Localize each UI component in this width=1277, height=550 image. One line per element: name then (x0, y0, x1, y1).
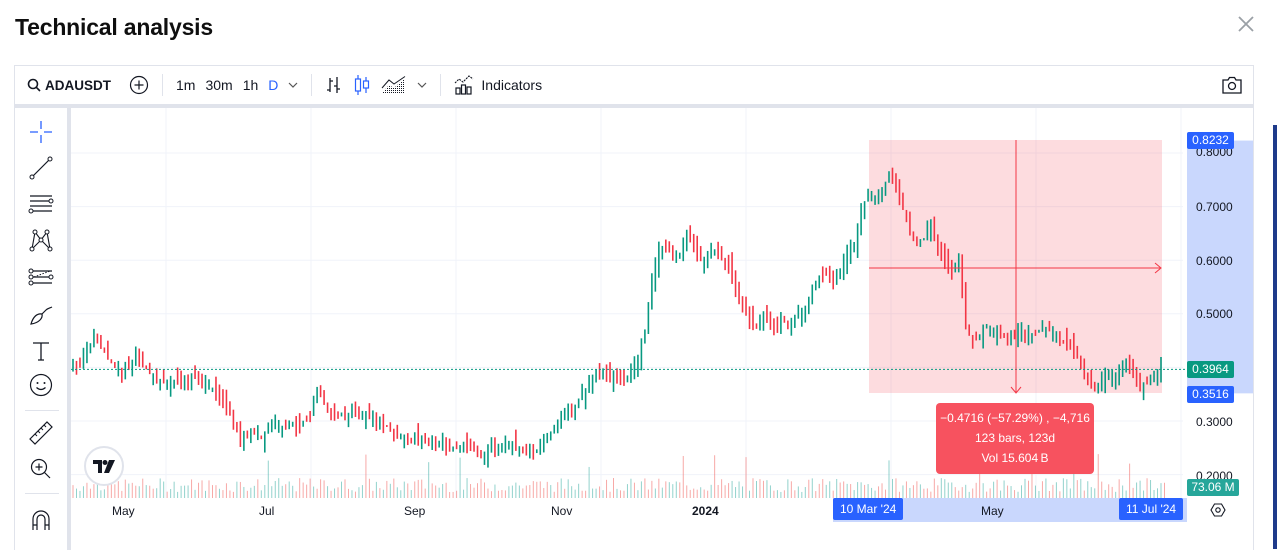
divider (25, 493, 59, 494)
brush-tool[interactable] (27, 301, 55, 329)
measure-volume: Vol 15.604 B (981, 451, 1049, 465)
emoji-tool[interactable] (27, 371, 55, 399)
camera-icon (1222, 76, 1242, 94)
price-tick: 0.3000 (1196, 415, 1233, 429)
chart-widget: ADAUSDT 1m 30m 1h D Indicators (14, 65, 1254, 550)
compare-symbol-button[interactable] (124, 66, 154, 104)
time-tick: Nov (551, 504, 573, 518)
timeframe-1h[interactable]: 1h (242, 77, 259, 93)
measure-change: −0.4716 (−57.29%) , −4,716 (940, 411, 1090, 425)
time-tick: Jul (259, 504, 275, 518)
price-tick: 0.5000 (1196, 307, 1233, 321)
pattern-icon (29, 229, 53, 252)
indicators-label: Indicators (481, 77, 543, 93)
zoom-in-icon (30, 458, 51, 479)
text-icon (33, 342, 49, 361)
timeframe-30m[interactable]: 30m (205, 77, 233, 93)
window-edge (1273, 125, 1277, 549)
toolbar-divider (15, 104, 1253, 108)
magnet-tool[interactable] (27, 505, 55, 533)
divider (440, 74, 442, 96)
low-price-badge: 0.3516 (1187, 386, 1234, 403)
magnet-icon (32, 510, 50, 530)
measure-bars: 123 bars, 123d (974, 431, 1056, 445)
symbol-label: ADAUSDT (45, 77, 111, 93)
crosshair-icon (30, 121, 52, 143)
volume-badge: 73.06 M (1187, 479, 1239, 496)
fib-tool[interactable] (27, 190, 55, 218)
crosshair-tool[interactable] (27, 118, 55, 146)
pattern-tool[interactable] (27, 226, 55, 254)
trend-line-icon (29, 156, 53, 180)
prediction-icon (28, 268, 54, 286)
candles-chart-type-button[interactable] (348, 66, 376, 104)
time-tick: 2024 (692, 504, 719, 518)
zoom-in-tool[interactable] (27, 455, 55, 483)
area-chart-icon (382, 76, 406, 93)
bars-icon (327, 77, 341, 93)
settings-hex-icon (1210, 503, 1226, 517)
timeframe-1m[interactable]: 1m (176, 77, 196, 93)
brush-icon (30, 306, 53, 325)
measure-tool[interactable] (27, 419, 55, 447)
indicators-button[interactable]: Indicators (449, 66, 547, 104)
candles-icon (355, 75, 370, 95)
chevron-down-icon (417, 82, 427, 88)
fib-retracement-icon (28, 195, 54, 214)
divider (162, 74, 163, 96)
symbol-search-button[interactable]: ADAUSDT (15, 66, 116, 104)
bars-chart-type-button[interactable] (320, 66, 348, 104)
time-tick: Sep (404, 504, 426, 518)
trend-line-tool[interactable] (27, 154, 55, 182)
area-chart-type-button[interactable] (376, 66, 412, 104)
time-tick: May (112, 504, 135, 518)
range-start-badge: 10 Mar '24 (833, 498, 904, 520)
close-icon[interactable] (1236, 14, 1256, 34)
emoji-icon (29, 373, 53, 397)
timeframe-d[interactable]: D (268, 77, 279, 93)
price-tick: 0.7000 (1196, 200, 1233, 214)
settings-button[interactable] (1210, 502, 1226, 521)
plus-circle-icon (129, 75, 149, 95)
page-title: Technical analysis (15, 14, 213, 40)
last-price-badge: 0.3964 (1187, 361, 1234, 378)
chart-toolbar: ADAUSDT 1m 30m 1h D Indicators (15, 66, 1253, 104)
price-chart[interactable] (71, 108, 1253, 550)
screenshot-button[interactable] (1216, 66, 1253, 104)
text-tool[interactable] (27, 337, 55, 365)
time-tick: May (981, 504, 1004, 518)
ruler-icon (29, 421, 53, 445)
price-tick: 0.6000 (1196, 254, 1233, 268)
measure-tooltip: −0.4716 (−57.29%) , −4,716 123 bars, 123… (936, 403, 1094, 474)
divider (311, 74, 313, 96)
tradingview-logo[interactable] (84, 446, 124, 486)
chevron-down-icon (288, 82, 298, 88)
chart-canvas[interactable] (71, 108, 1253, 550)
search-icon (27, 78, 41, 92)
divider (25, 410, 59, 411)
prediction-tool[interactable] (27, 264, 55, 292)
drawing-toolbar (15, 108, 71, 550)
chart-type-dropdown[interactable] (412, 66, 432, 104)
range-end-badge: 11 Jul '24 (1119, 498, 1184, 520)
indicators-icon (455, 75, 474, 95)
tradingview-icon (93, 459, 115, 473)
high-price-badge: 0.8232 (1187, 132, 1234, 149)
timeframe-dropdown[interactable] (283, 66, 303, 104)
